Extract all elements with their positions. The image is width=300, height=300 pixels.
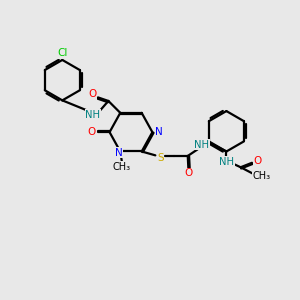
Text: NH: NH bbox=[85, 110, 100, 120]
Text: CH₃: CH₃ bbox=[113, 162, 131, 172]
Text: N: N bbox=[115, 148, 123, 158]
Text: O: O bbox=[88, 89, 97, 99]
Text: N: N bbox=[155, 127, 163, 137]
Text: S: S bbox=[157, 153, 164, 163]
Text: CH₃: CH₃ bbox=[252, 171, 271, 181]
Text: NH: NH bbox=[194, 140, 209, 150]
Text: NH: NH bbox=[220, 157, 235, 166]
Text: O: O bbox=[88, 127, 96, 136]
Text: O: O bbox=[185, 168, 193, 178]
Text: Cl: Cl bbox=[57, 48, 68, 59]
Text: O: O bbox=[253, 156, 261, 166]
